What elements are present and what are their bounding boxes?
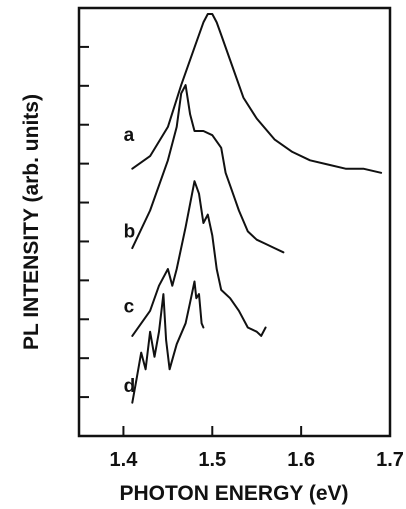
x-axis-title: PHOTON ENERGY (eV) (119, 482, 348, 505)
curve-top (131, 13, 383, 174)
curve-labels: a b c d (124, 125, 136, 397)
plot-frame (77, 6, 392, 438)
x-tick-label-2: 1.6 (287, 449, 315, 471)
spectrum-curves (131, 13, 383, 404)
curve-label-d: d (124, 376, 136, 397)
y-axis-title: PL INTENSITY (arb. units) (20, 94, 43, 350)
curve-label-a: a (124, 125, 135, 146)
curve-a (131, 84, 285, 254)
curve-label-b: b (124, 221, 136, 242)
axis-ticks (79, 45, 391, 436)
curve-label-c: c (124, 297, 135, 318)
x-tick-labels: 1.4 1.5 1.6 1.7 (110, 449, 404, 471)
curve-c (131, 280, 205, 404)
curve-b (131, 180, 267, 337)
x-tick-label-1: 1.5 (198, 449, 226, 471)
x-tick-label-0: 1.4 (110, 449, 139, 471)
x-tick-label-3: 1.7 (376, 449, 404, 471)
